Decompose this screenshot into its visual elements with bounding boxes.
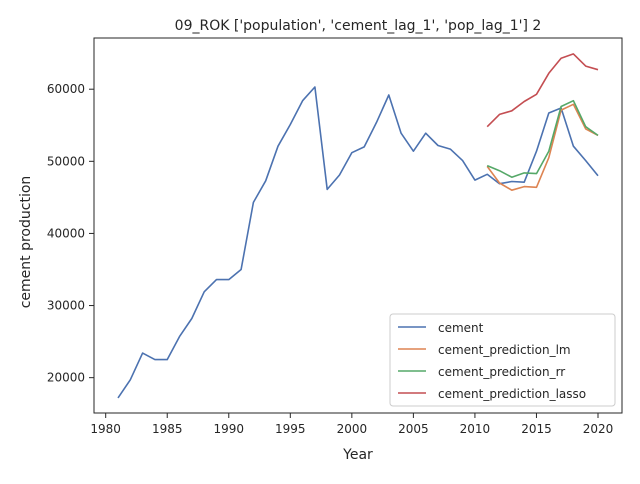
- series-line-cement-prediction-lasso: [486, 53, 599, 128]
- y-tick-label: 60000: [47, 82, 85, 96]
- series-line-cement-prediction-lm: [486, 103, 599, 191]
- plot-area: 1980 1985 1990 1995 2000 2005 2010 2015 2020 2000…: [47, 37, 623, 436]
- x-tick-label: 1985: [152, 422, 183, 436]
- legend-label: cement_prediction_lasso: [438, 387, 586, 401]
- x-tick-label: 2000: [337, 422, 368, 436]
- series-line-cement: [117, 86, 599, 399]
- legend-box: [389, 313, 616, 407]
- x-tick-label: 1980: [90, 422, 121, 436]
- y-tick-label: 50000: [47, 154, 85, 168]
- x-tick-label: 2015: [521, 422, 552, 436]
- x-tick-label: 2005: [398, 422, 429, 436]
- y-tick-label: 30000: [47, 299, 85, 313]
- x-tick-label: 1995: [275, 422, 306, 436]
- series-line-cement-prediction-rr: [486, 99, 599, 178]
- y-tick-label: 20000: [47, 371, 85, 385]
- chart-title: 09_ROK ['population', 'cement_lag_1', 'p…: [175, 18, 542, 34]
- legend-label: cement_prediction_rr: [438, 365, 565, 379]
- axes-frame: [93, 37, 623, 414]
- x-tick-label: 2020: [583, 422, 614, 436]
- legend-label: cement_prediction_lm: [438, 343, 571, 357]
- y-tick-label: 40000: [47, 226, 85, 240]
- x-tick-label: 2010: [460, 422, 491, 436]
- y-axis-label: cement production: [18, 176, 34, 309]
- x-tick-label: 1990: [213, 422, 244, 436]
- legend-label: cement: [438, 321, 484, 335]
- legend: cement cement_prediction_lm cement_predict…: [389, 313, 616, 407]
- x-axis-label: Year: [342, 447, 373, 463]
